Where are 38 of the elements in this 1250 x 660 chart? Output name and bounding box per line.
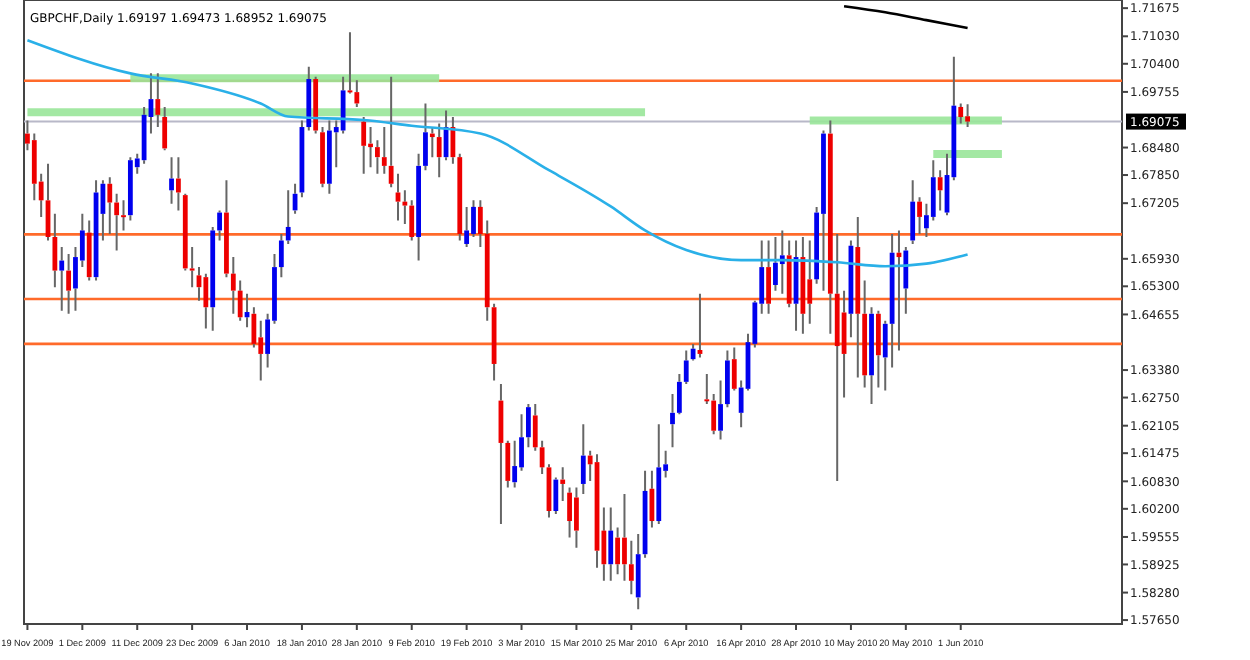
candlestick	[855, 215, 861, 379]
candlestick	[930, 159, 936, 222]
candlestick	[107, 176, 113, 235]
candlestick	[127, 156, 133, 222]
candlestick	[512, 439, 518, 489]
candlestick	[182, 195, 188, 272]
candlestick	[237, 279, 243, 322]
candlestick	[574, 486, 579, 549]
candlestick	[326, 119, 332, 195]
candlestick	[656, 423, 662, 526]
line-series	[26, 38, 969, 268]
candlestick	[875, 309, 881, 389]
candlestick	[436, 122, 442, 179]
candlestick	[800, 235, 806, 335]
line-series	[842, 4, 969, 30]
candlestick	[869, 306, 874, 406]
candlestick	[889, 232, 895, 369]
candlestick	[580, 423, 586, 495]
candlestick	[203, 272, 209, 330]
candlestick	[910, 179, 916, 245]
candlestick	[615, 526, 621, 576]
candlestick	[807, 239, 813, 325]
candlestick	[59, 246, 65, 312]
candlestick	[395, 172, 401, 222]
candlestick	[169, 156, 174, 205]
candlestick	[176, 156, 181, 212]
candlestick	[958, 102, 964, 125]
candlestick	[86, 219, 92, 282]
candlestick	[937, 169, 943, 212]
candlestick	[66, 253, 72, 315]
candlestick	[766, 239, 771, 315]
candlestick	[608, 506, 614, 582]
candlestick	[628, 539, 634, 596]
candlestick	[821, 129, 826, 292]
candlestick	[553, 476, 559, 516]
candlestick	[965, 103, 970, 128]
candlestick	[917, 196, 922, 235]
candlestick	[361, 116, 367, 175]
